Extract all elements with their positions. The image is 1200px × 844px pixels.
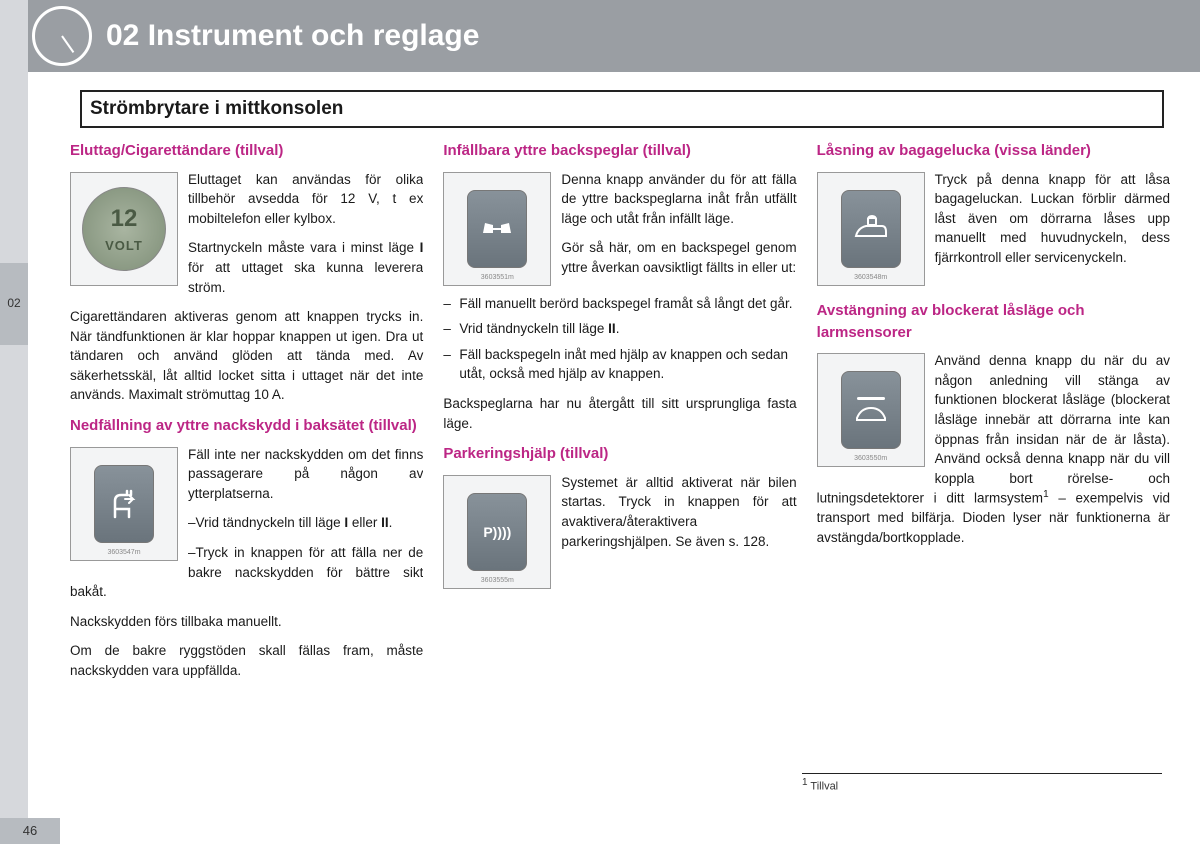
p-eluttag-3: Cigarettändaren aktiveras genom att knap… xyxy=(70,307,423,405)
icon-trunk-lock-switch: 3603548m xyxy=(817,172,925,286)
trunk-glyph-icon xyxy=(852,214,890,244)
footnote-text: Tillval xyxy=(808,781,839,793)
p-nack-3: Nackskydden förs tillbaka manuellt. xyxy=(70,612,423,632)
icon-headrest-switch: 3603547m xyxy=(70,447,178,561)
block-nackskydd: 3603547m Fäll inte ner nackskydden om de… xyxy=(70,445,423,612)
parking-glyph-icon: P)))) xyxy=(483,522,511,542)
volt-num: 12 xyxy=(111,202,138,237)
list-item: –Fäll backspegeln inåt med hjälp av knap… xyxy=(443,345,796,384)
p-nack-4: Om de bakre ryggstöden skall fällas fram… xyxy=(70,641,423,680)
mirror-glyph-icon xyxy=(479,215,515,243)
list-item: –Vrid tändnyckeln till läge II. xyxy=(443,319,796,339)
subhead-bagagelucka: Låsning av bagagelucka (vissa länder) xyxy=(817,140,1170,162)
subhead-backspeglar: Infällbara yttre backspeglar (tillval) xyxy=(443,140,796,162)
column-1: Eluttag/Cigarettändare (tillval) 12 VOLT… xyxy=(70,130,423,690)
p-mirror-3: Backspeglarna har nu återgått till sitt … xyxy=(443,394,796,433)
icon-mirror-switch: 3603551m xyxy=(443,172,551,286)
headrest-switch-icon xyxy=(94,465,154,543)
side-strip xyxy=(0,0,28,844)
deadlock-glyph-icon xyxy=(851,394,891,426)
icon-deadlock-switch: 3603550m xyxy=(817,353,925,467)
icon-caption: 3603547m xyxy=(71,548,177,558)
column-2: Infällbara yttre backspeglar (tillval) 3… xyxy=(443,130,796,690)
headrest-glyph-icon xyxy=(107,487,141,521)
list-item: –Fäll manuellt berörd backspegel framåt … xyxy=(443,294,796,314)
block-bagagelucka: 3603548m Tryck på denna knapp för att lå… xyxy=(817,170,1170,290)
mirror-switch-icon xyxy=(467,190,527,268)
block-parkering: P)))) 3603555m Systemet är alltid aktive… xyxy=(443,473,796,593)
icon-caption: 3603548m xyxy=(818,273,924,283)
column-3: Låsning av bagagelucka (vissa länder) 36… xyxy=(817,130,1170,690)
footnote: 1 Tillval xyxy=(802,773,1162,796)
page-number: 46 xyxy=(0,818,60,844)
block-blockerat: 3603550m Använd denna knapp du när du av… xyxy=(817,351,1170,557)
section-title: Strömbrytare i mittkonsolen xyxy=(80,90,1164,128)
side-chapter-tab: 02 xyxy=(0,263,28,345)
chapter-title: 02 Instrument och reglage xyxy=(106,14,479,58)
parking-switch-icon: P)))) xyxy=(467,493,527,571)
gauge-icon xyxy=(32,6,92,66)
mirror-steps-list: –Fäll manuellt berörd backspegel framåt … xyxy=(443,294,796,384)
subhead-nackskydd: Nedfällning av yttre nackskydd i baksäte… xyxy=(70,415,423,437)
deadlock-switch-icon xyxy=(841,371,901,449)
block-eluttag: 12 VOLT Eluttaget kan användas för olika… xyxy=(70,170,423,307)
icon-caption: 3603555m xyxy=(444,576,550,586)
subhead-parkering: Parkeringshjälp (tillval) xyxy=(443,443,796,465)
volt-txt: VOLT xyxy=(105,237,143,256)
trunk-lock-switch-icon xyxy=(841,190,901,268)
subhead-eluttag: Eluttag/Cigarettändare (tillval) xyxy=(70,140,423,162)
chapter-header: 02 Instrument och reglage xyxy=(28,0,1200,72)
content-columns: Eluttag/Cigarettändare (tillval) 12 VOLT… xyxy=(70,130,1170,690)
icon-caption: 3603550m xyxy=(818,454,924,464)
icon-caption: 3603551m xyxy=(444,273,550,283)
icon-parking-switch: P)))) 3603555m xyxy=(443,475,551,589)
subhead-blockerat: Avstängning av blockerat låsläge och lar… xyxy=(817,300,1170,344)
volt-badge-icon: 12 VOLT xyxy=(82,187,166,271)
block-backspeglar: 3603551m Denna knapp använder du för att… xyxy=(443,170,796,290)
icon-12volt: 12 VOLT xyxy=(70,172,178,286)
